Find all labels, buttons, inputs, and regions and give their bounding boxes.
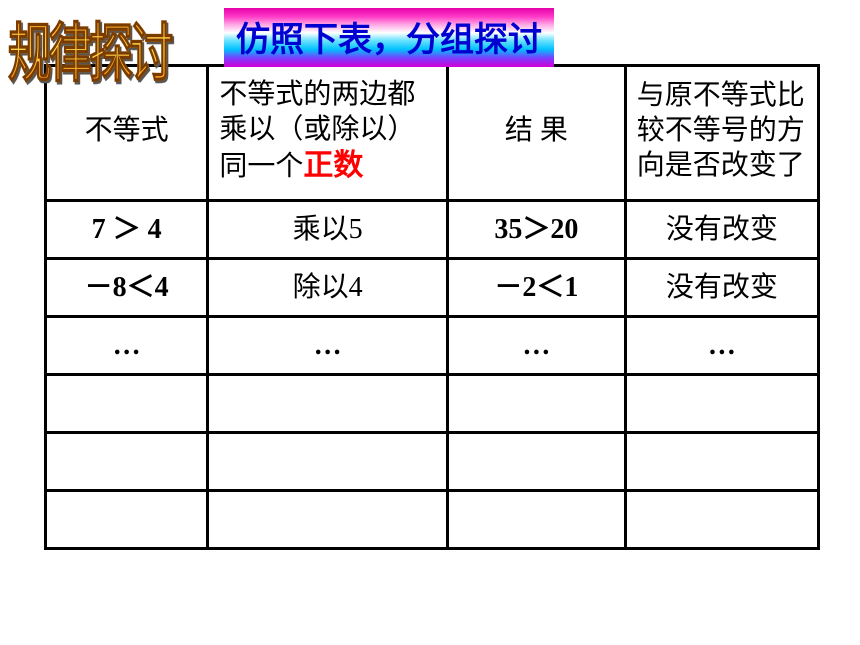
table-row — [46, 432, 819, 490]
cell-change: 没有改变 — [625, 258, 818, 316]
cell-change: 没有改变 — [625, 200, 818, 258]
table-row — [46, 490, 819, 548]
header: 规律探讨 仿照下表，分组探讨 — [0, 0, 860, 70]
col-header-operation-emph: 正数 — [303, 149, 363, 182]
cell-inequality — [46, 490, 208, 548]
table-container: 不等式 不等式的两边都乘以（或除以）同一个正数 结 果 与原不等式比较不等号的方… — [0, 64, 860, 550]
cell-result — [447, 374, 625, 432]
cell-inequality: －8＜4 — [46, 258, 208, 316]
table-row: … … … … — [46, 316, 819, 374]
cell-change — [625, 432, 818, 490]
wordart-title: 规律探讨 — [8, 2, 170, 95]
cell-operation: 乘以5 — [208, 200, 448, 258]
cell-operation — [208, 374, 448, 432]
cell-result — [447, 432, 625, 490]
cell-result: … — [447, 316, 625, 374]
cell-operation — [208, 432, 448, 490]
col-header-change: 与原不等式比较不等号的方向是否改变了 — [625, 66, 818, 201]
cell-operation: … — [208, 316, 448, 374]
cell-change — [625, 374, 818, 432]
cell-inequality: 7 ＞ 4 — [46, 200, 208, 258]
cell-inequality — [46, 374, 208, 432]
table-row: －8＜4 除以4 －2＜1 没有改变 — [46, 258, 819, 316]
cell-result — [447, 490, 625, 548]
col-header-operation: 不等式的两边都乘以（或除以）同一个正数 — [208, 66, 448, 201]
table-row — [46, 374, 819, 432]
cell-result: 35＞20 — [447, 200, 625, 258]
cell-inequality: … — [46, 316, 208, 374]
instruction-banner: 仿照下表，分组探讨 — [224, 8, 554, 67]
table-row: 7 ＞ 4 乘以5 35＞20 没有改变 — [46, 200, 819, 258]
cell-result: －2＜1 — [447, 258, 625, 316]
cell-operation — [208, 490, 448, 548]
col-header-result: 结 果 — [447, 66, 625, 201]
inequality-table: 不等式 不等式的两边都乘以（或除以）同一个正数 结 果 与原不等式比较不等号的方… — [44, 64, 820, 550]
cell-change — [625, 490, 818, 548]
cell-change: … — [625, 316, 818, 374]
cell-inequality — [46, 432, 208, 490]
cell-operation: 除以4 — [208, 258, 448, 316]
